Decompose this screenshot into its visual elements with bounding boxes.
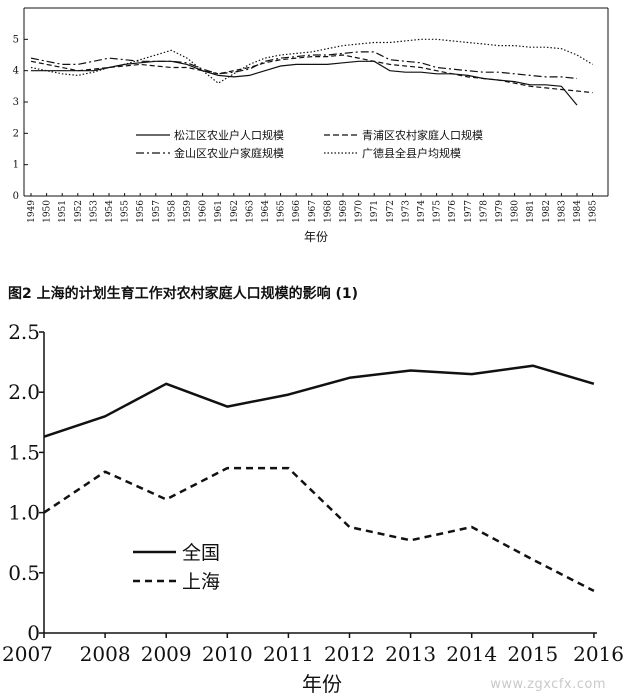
chart1-series xyxy=(30,38,593,106)
chart2-y-tick-label: 2.0 xyxy=(8,380,40,404)
chart1-x-tick-label: 1975 xyxy=(433,200,443,223)
chart1-x-tick-label: 1977 xyxy=(464,200,474,223)
chart1-x-tick-label: 1956 xyxy=(136,200,146,223)
chart2-y-ticks: 0 0.5 1.0 1.5 2.0 2.5 xyxy=(8,320,44,645)
chart2-x-tick-label: 2013 xyxy=(385,642,436,666)
chart1-x-tick-label: 1949 xyxy=(27,200,37,223)
chart2-series-line-0 xyxy=(43,364,595,438)
chart1-x-tick-label: 1964 xyxy=(261,200,271,223)
chart1-x-tick-label: 1974 xyxy=(417,200,427,223)
chart1-x-tick-label: 1970 xyxy=(355,200,365,223)
chart1-x-ticks: 1949 1950 1951 1952 1953 1954 1955 1956 1957 1958… xyxy=(27,193,599,223)
chart1-x-tick-label: 1952 xyxy=(74,200,84,223)
chart1-x-tick-label: 1984 xyxy=(573,200,583,223)
watermark: www.zgxcfx.com xyxy=(490,677,606,692)
chart1-legend-label-3: 广德县全县户均规模 xyxy=(362,146,461,160)
chart1-x-tick-label: 1966 xyxy=(292,200,302,223)
chart1-x-tick-label: 1965 xyxy=(277,200,287,223)
chart1-x-tick-label: 1973 xyxy=(401,200,411,223)
chart2-x-tick-label: 2008 xyxy=(80,642,131,666)
chart2-axes xyxy=(43,332,597,634)
chart1-series-line-1 xyxy=(30,54,593,94)
chart1-y-tick-label: 1 xyxy=(13,160,19,171)
chart2-y-tick-label: 1.5 xyxy=(8,440,40,464)
chart1-legend-label-0: 松江区农业户人口规模 xyxy=(174,128,284,142)
chart2-x-ticks: 2007 2008 2009 2010 2011 2012 2013 2014 2015 2016 xyxy=(2,633,624,666)
chart1-x-tick-label: 1951 xyxy=(58,200,68,223)
chart2-x-tick-label: 2012 xyxy=(324,642,375,666)
chart1-series-line-2 xyxy=(30,51,578,80)
chart1-x-tick-label: 1972 xyxy=(386,200,396,223)
chart2-x-tick-label: 2015 xyxy=(507,642,558,666)
chart1-x-tick-label: 1963 xyxy=(245,200,255,223)
chart1-x-tick-label: 1961 xyxy=(214,200,224,223)
chart2-legend-label-1: 上海 xyxy=(182,571,220,593)
chart1-x-tick-label: 1982 xyxy=(542,200,552,223)
chart1-y-tick-label: 5 xyxy=(13,34,19,45)
chart1-x-tick-label: 1960 xyxy=(199,200,209,223)
chart2-legend-label-0: 全国 xyxy=(182,542,220,564)
chart1-x-tick-label: 1983 xyxy=(557,200,567,223)
chart1-x-tick-label: 1957 xyxy=(152,200,162,223)
chart2-x-tick-label: 2009 xyxy=(141,642,192,666)
chart1-y-tick-label: 3 xyxy=(13,97,19,108)
chart1-y-tick-label: 2 xyxy=(13,128,19,139)
chart2-legend: 全国 上海 xyxy=(133,542,220,593)
chart1-series-line-0 xyxy=(31,60,578,106)
chart1-x-tick-label: 1968 xyxy=(323,200,333,223)
chart1-x-tick-label: 1954 xyxy=(105,200,115,223)
chart1-axes xyxy=(23,7,609,197)
chart2-x-tick-label: 2011 xyxy=(263,642,314,666)
chart1-x-tick-label: 1959 xyxy=(183,200,193,223)
chart1-x-tick-label: 1962 xyxy=(230,200,240,223)
chart1-y-tick-label: 4 xyxy=(13,66,19,77)
chart1-x-tick-label: 1958 xyxy=(167,200,177,223)
chart2-y-tick-label: 0 xyxy=(27,621,40,645)
chart1-legend-label-1: 青浦区农村家庭人口规模 xyxy=(362,128,483,142)
chart1-x-tick-label: 1980 xyxy=(511,200,521,223)
chart2-y-tick-label: 0.5 xyxy=(8,561,40,585)
chart2-series-line-1 xyxy=(43,466,595,593)
chart1-x-tick-label: 1950 xyxy=(43,200,53,223)
chart2-x-tick-label: 2010 xyxy=(202,642,253,666)
chart1-x-tick-label: 1979 xyxy=(495,200,505,223)
chart1-series-line-3 xyxy=(30,38,593,84)
chart1-x-tick-label: 1985 xyxy=(589,200,599,223)
chart1-y-ticks: 0 1 2 3 4 5 xyxy=(13,34,28,202)
chart1-y-tick-label: 0 xyxy=(13,191,19,202)
chart1-x-tick-label: 1981 xyxy=(526,200,536,223)
chart2-x-axis-label: 年份 xyxy=(302,672,342,696)
chart2-x-tick-label: 2007 xyxy=(2,642,53,666)
chart1-x-tick-label: 1955 xyxy=(121,200,131,223)
figure-caption: 图2 上海的计划生育工作对农村家庭人口规模的影响 (1) xyxy=(8,286,359,302)
chart2-series xyxy=(43,364,595,593)
chart1-x-tick-label: 1976 xyxy=(448,200,458,223)
chart1-x-tick-label: 1969 xyxy=(339,200,349,223)
chart1-legend-label-2: 金山区农业户家庭规模 xyxy=(174,146,284,160)
chart2-y-tick-label: 2.5 xyxy=(8,320,40,344)
chart1-legend: 松江区农业户人口规模 青浦区农村家庭人口规模 金山区农业户家庭规模 广德县全县户… xyxy=(136,128,483,160)
chart2-x-tick-label: 2014 xyxy=(446,642,497,666)
chart2-x-tick-label: 2016 xyxy=(573,642,624,666)
chart1-x-tick-label: 1953 xyxy=(89,200,99,223)
chart1-x-tick-label: 1978 xyxy=(479,200,489,223)
chart1-x-tick-label: 1967 xyxy=(308,200,318,223)
chart1-x-tick-label: 1971 xyxy=(370,200,380,223)
chart2-y-tick-label: 1.0 xyxy=(8,501,40,525)
chart1-x-axis-label: 年份 xyxy=(304,230,328,244)
